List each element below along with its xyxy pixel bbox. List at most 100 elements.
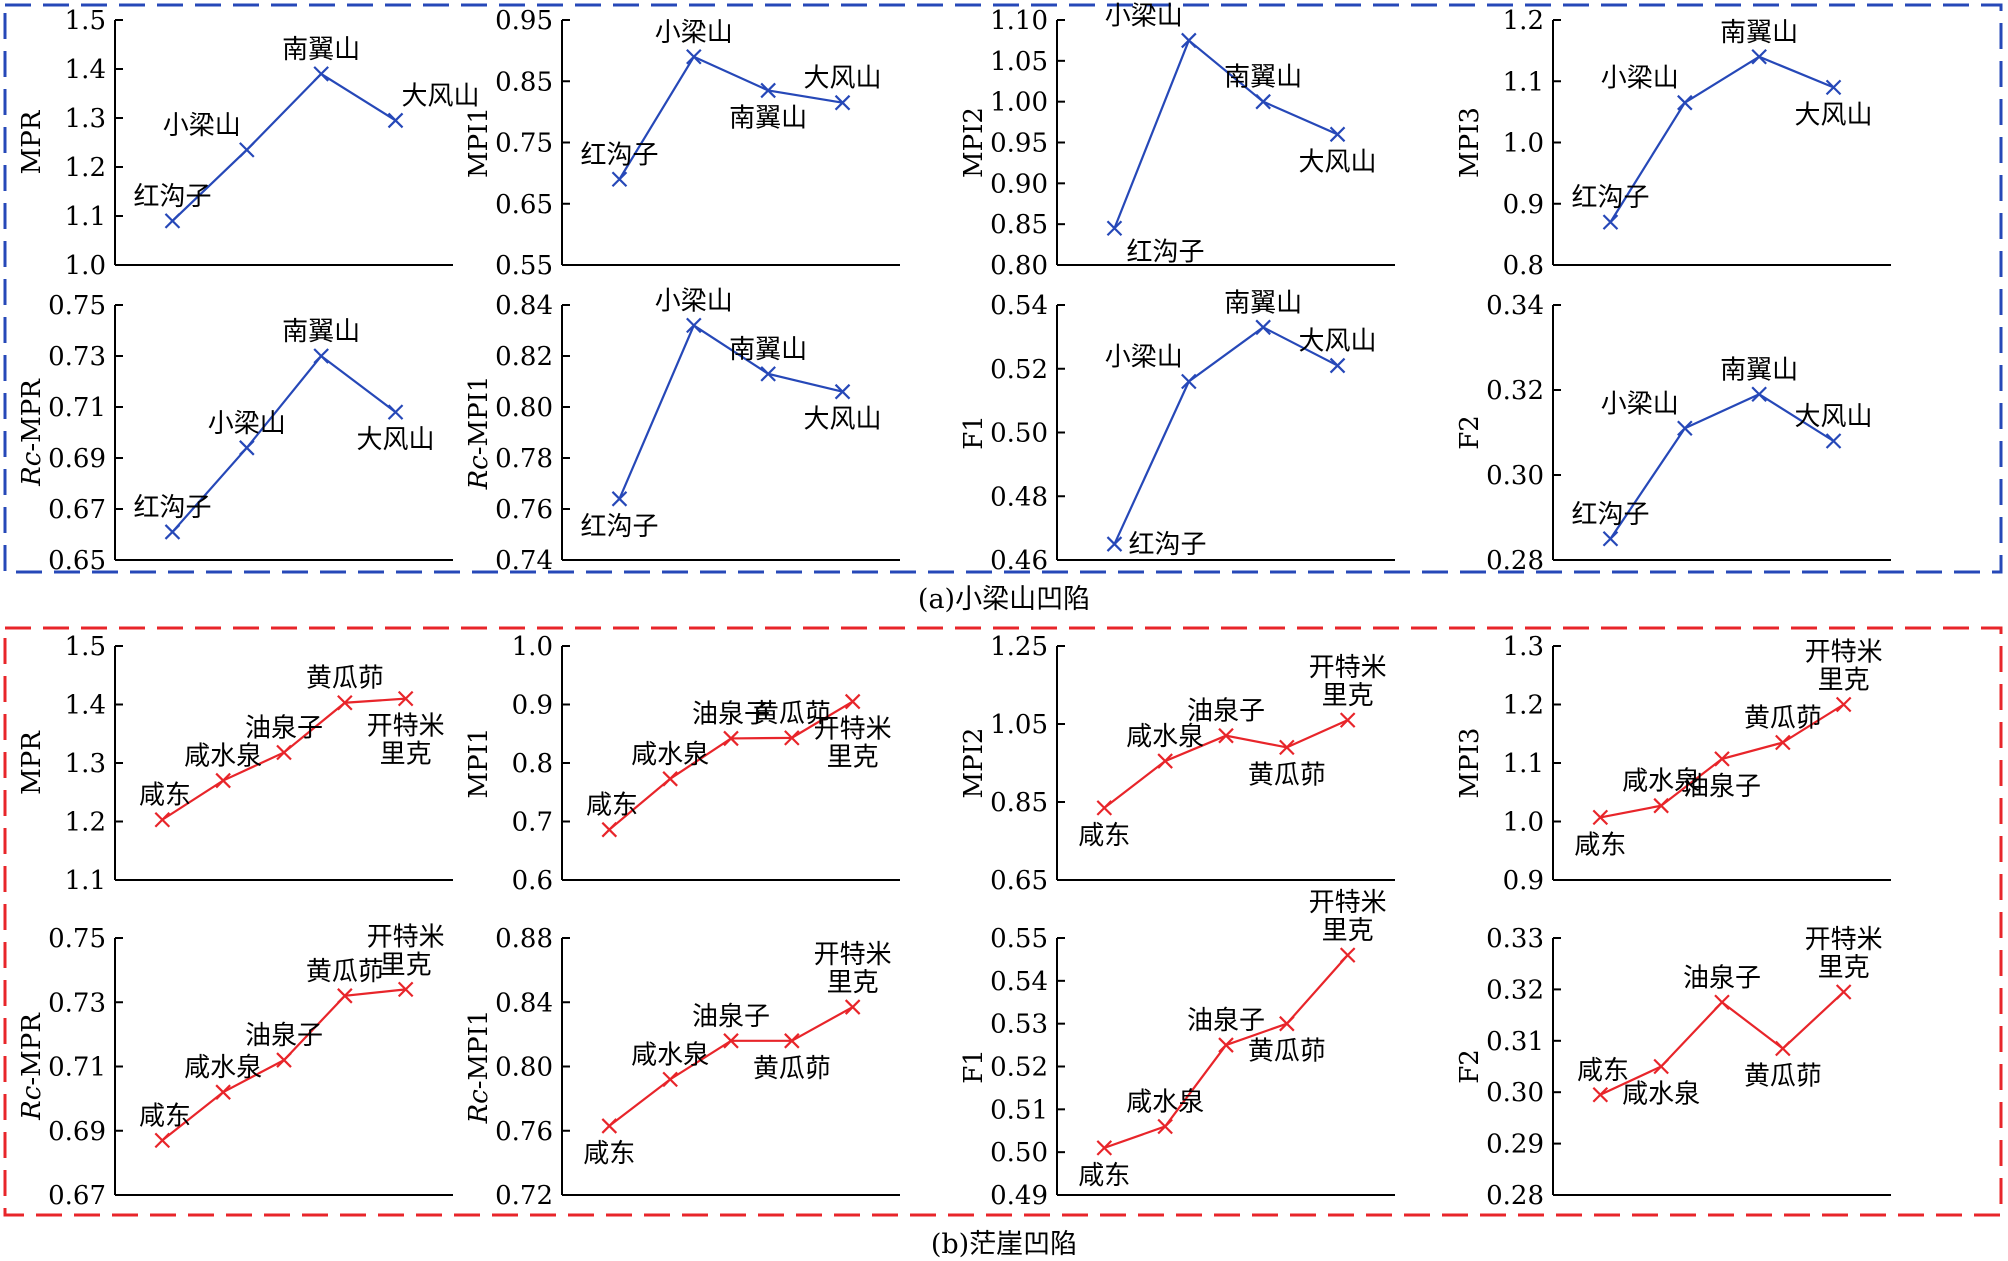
- data-point-marker: [1157, 753, 1173, 769]
- data-point-label: 黄瓜茆: [306, 957, 384, 987]
- data-point-marker: [1775, 1040, 1791, 1057]
- data-point-label: 油泉子: [692, 1002, 770, 1032]
- data-point-label: 南翼山: [729, 103, 807, 133]
- data-point-label: 油泉子: [1683, 963, 1761, 993]
- data-point-label: 红沟子: [1571, 183, 1649, 213]
- data-point-label: 小梁山: [655, 286, 733, 316]
- data-point-label: 咸东: [583, 1139, 635, 1169]
- data-point-marker: [1106, 220, 1123, 237]
- y-axis-label: MPI2: [959, 107, 989, 178]
- y-tick-label: 0.30: [1486, 1078, 1544, 1108]
- data-point-marker: [1218, 1037, 1234, 1053]
- y-axis-label: Rc-MPI1: [464, 376, 494, 491]
- y-tick-label: 0.55: [990, 924, 1048, 954]
- data-point-marker: [215, 1084, 231, 1100]
- data-point-marker: [1218, 727, 1234, 744]
- series-line: [1609, 55, 1834, 223]
- data-point-marker: [1677, 94, 1693, 111]
- chart-panel-6: 0.74 0.76 0.78 0.80 0.82 0.84 Rc-MPI1 红沟子 小梁山南翼山…: [464, 286, 900, 576]
- data-point-label: 咸水泉: [1126, 722, 1204, 752]
- data-point-marker: [1653, 1058, 1669, 1075]
- y-tick-label: 0.67: [48, 495, 106, 525]
- y-tick-label: 0.50: [990, 1138, 1048, 1168]
- y-tick-label: 0.75: [495, 129, 553, 159]
- data-point-label: 油泉子: [245, 1021, 323, 1051]
- data-point-marker: [1714, 994, 1730, 1011]
- data-point-label: 油泉子: [1187, 1006, 1265, 1036]
- y-axis-label: F2: [1455, 415, 1485, 450]
- data-point-marker: [276, 744, 292, 761]
- data-point-marker: [164, 213, 181, 229]
- y-axis-label: MPR: [17, 730, 47, 795]
- y-tick-label: 1.25: [990, 632, 1048, 662]
- data-point-marker: [601, 821, 618, 838]
- y-tick-label: 0.46: [990, 546, 1048, 576]
- y-tick-label: 1.4: [65, 691, 106, 721]
- data-point-marker: [1835, 696, 1852, 713]
- y-tick-label: 1.05: [990, 47, 1048, 77]
- y-tick-label: 1.1: [1503, 749, 1544, 779]
- data-point-marker: [1751, 386, 1767, 403]
- data-point-label: 小梁山: [1105, 343, 1183, 373]
- y-tick-label: 0.9: [1503, 190, 1544, 220]
- y-tick-label: 1.3: [65, 749, 106, 779]
- data-point-marker: [760, 366, 776, 382]
- data-point-marker: [834, 94, 851, 111]
- data-point-marker: [1329, 357, 1346, 374]
- data-point-label: 开特米里克: [367, 712, 445, 770]
- data-point-marker: [1835, 984, 1852, 1000]
- data-point-marker: [1825, 79, 1842, 96]
- y-tick-label: 0.95: [990, 129, 1048, 159]
- y-tick-label: 0.65: [990, 866, 1048, 896]
- data-point-label: 开特米里克: [1805, 638, 1883, 696]
- y-tick-label: 0.95: [495, 6, 553, 36]
- data-point-label: 开特米里克: [1805, 925, 1883, 983]
- y-tick-label: 0.9: [1503, 866, 1544, 896]
- y-tick-label: 0.32: [1486, 376, 1544, 406]
- data-point-label: 红沟子: [580, 512, 658, 542]
- y-tick-label: 0.28: [1486, 1181, 1544, 1211]
- data-point-label: 南翼山: [282, 35, 360, 65]
- data-point-marker: [1677, 420, 1693, 437]
- y-tick-label: 0.67: [48, 1181, 106, 1211]
- y-tick-label: 0.84: [495, 988, 553, 1018]
- y-tick-label: 0.76: [495, 1117, 553, 1147]
- data-point-marker: [154, 1132, 171, 1149]
- y-tick-label: 1.3: [65, 104, 106, 134]
- y-tick-label: 1.1: [65, 866, 106, 896]
- y-tick-label: 1.4: [65, 55, 106, 85]
- data-point-marker: [1279, 1015, 1295, 1032]
- data-point-marker: [387, 404, 404, 420]
- y-axis-label: MPI1: [464, 107, 494, 178]
- y-tick-label: 1.0: [1503, 808, 1544, 838]
- data-point-marker: [1255, 93, 1271, 110]
- y-tick-label: 0.80: [495, 1053, 553, 1083]
- y-tick-label: 0.84: [495, 291, 553, 321]
- y-tick-label: 0.52: [990, 355, 1048, 385]
- y-tick-label: 0.85: [990, 788, 1048, 818]
- y-tick-label: 0.53: [990, 1010, 1048, 1040]
- y-tick-label: 1.0: [65, 251, 106, 281]
- y-tick-label: 0.8: [512, 749, 553, 779]
- data-point-label: 咸水泉: [1622, 1080, 1700, 1110]
- data-point-marker: [1255, 319, 1271, 336]
- series-line: [1113, 326, 1339, 545]
- y-tick-label: 0.48: [990, 482, 1048, 512]
- data-point-label: 小梁山: [1601, 389, 1679, 419]
- series-line: [1113, 38, 1338, 229]
- y-tick-label: 0.82: [495, 342, 553, 372]
- data-point-marker: [276, 1052, 292, 1068]
- y-tick-label: 0.78: [495, 444, 553, 474]
- data-point-label: 南翼山: [1224, 288, 1302, 318]
- y-tick-label: 0.85: [990, 210, 1048, 240]
- y-tick-label: 0.52: [990, 1053, 1048, 1083]
- y-tick-label: 1.1: [65, 202, 106, 232]
- data-point-label: 咸水泉: [184, 1053, 262, 1083]
- data-point-label: 大风山: [1299, 147, 1377, 177]
- data-point-marker: [215, 772, 231, 789]
- data-point-marker: [1279, 739, 1295, 756]
